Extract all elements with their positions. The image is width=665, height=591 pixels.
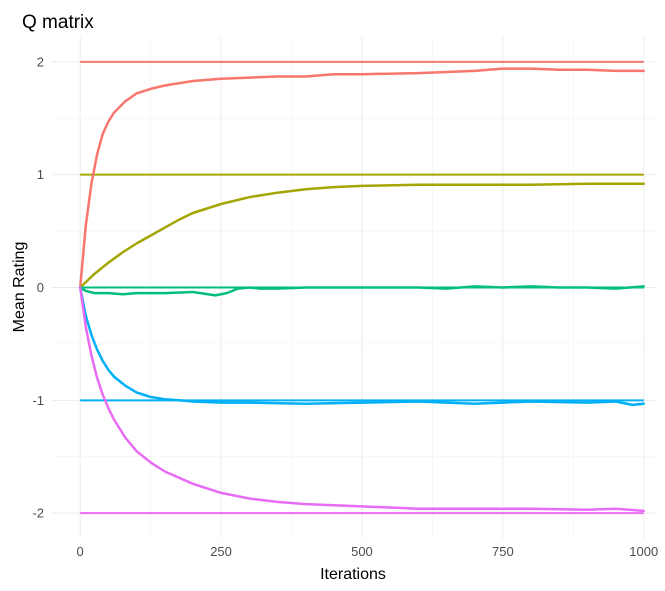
y-tick-label: 1: [37, 167, 44, 182]
y-tick-label: -2: [32, 506, 44, 521]
x-tick-label: 1000: [629, 544, 658, 559]
y-tick-label: 2: [37, 54, 44, 69]
series-lines: [78, 67, 645, 513]
x-axis-tick-labels: 0 250 500 750 1000: [77, 544, 659, 559]
chart-title: Q matrix: [22, 12, 94, 33]
x-tick-label: 0: [77, 544, 84, 559]
series-line: [78, 285, 645, 297]
series-line: [78, 182, 645, 289]
series-line: [78, 286, 645, 513]
y-axis-title: Mean Rating: [11, 242, 28, 333]
y-tick-label: -1: [32, 393, 44, 408]
series-line: [78, 286, 645, 407]
x-axis-title: Iterations: [320, 566, 386, 583]
x-tick-label: 500: [351, 544, 373, 559]
y-tick-label: 0: [37, 280, 44, 295]
x-tick-label: 750: [492, 544, 514, 559]
x-tick-label: 250: [210, 544, 232, 559]
series-line: [78, 67, 645, 289]
y-axis-tick-labels: -2 -1 0 1 2: [32, 54, 44, 520]
